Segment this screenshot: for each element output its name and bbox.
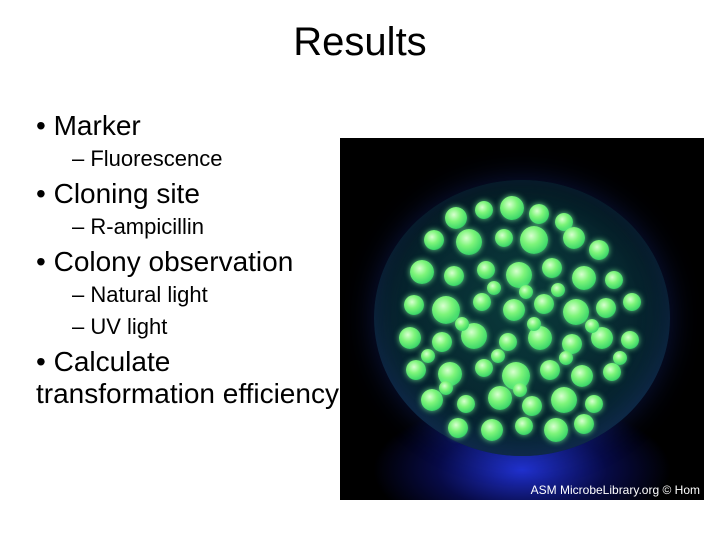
colony xyxy=(404,295,424,315)
colony xyxy=(481,419,503,441)
bullet-item: R-ampicillin xyxy=(72,214,356,240)
colony xyxy=(563,299,589,325)
colony xyxy=(457,395,475,413)
colony xyxy=(613,351,627,365)
bullet-text: Fluorescence xyxy=(90,146,222,171)
colony xyxy=(544,418,568,442)
colony xyxy=(574,414,594,434)
colony xyxy=(473,293,491,311)
colony xyxy=(527,317,541,331)
bullet-item: Colony observation xyxy=(36,246,356,278)
colony xyxy=(410,260,434,284)
colony xyxy=(603,363,621,381)
bullet-text: Cloning site xyxy=(54,178,200,209)
petri-dish-photo: ASM MicrobeLibrary.org © Hom xyxy=(340,138,704,500)
colony xyxy=(542,258,562,278)
petri-dish xyxy=(374,180,670,456)
slide-title: Results xyxy=(0,20,720,65)
colony xyxy=(499,333,517,351)
colony xyxy=(475,359,493,377)
colony xyxy=(529,204,549,224)
colony xyxy=(585,395,603,413)
colony xyxy=(519,285,533,299)
colony xyxy=(406,360,426,380)
bullet-item: Calculate transformation efficiency xyxy=(36,346,356,410)
colony xyxy=(623,293,641,311)
colony xyxy=(487,281,501,295)
colony xyxy=(621,331,639,349)
bullet-text: Colony observation xyxy=(54,246,294,277)
colony xyxy=(551,283,565,297)
colony xyxy=(488,386,512,410)
colony xyxy=(432,332,452,352)
bullet-text: Natural light xyxy=(90,282,207,307)
colony xyxy=(605,271,623,289)
colony xyxy=(520,226,548,254)
bullet-item: Marker xyxy=(36,110,356,142)
photo-credit: ASM MicrobeLibrary.org © Hom xyxy=(531,483,700,497)
colony xyxy=(495,229,513,247)
colony xyxy=(456,229,482,255)
colony xyxy=(399,327,421,349)
colony xyxy=(448,418,468,438)
colony xyxy=(491,349,505,363)
colony xyxy=(475,201,493,219)
bullet-item: Natural light xyxy=(72,282,356,308)
colony xyxy=(571,365,593,387)
colony xyxy=(421,349,435,363)
colony xyxy=(559,351,573,365)
colony xyxy=(589,240,609,260)
colony xyxy=(513,383,527,397)
colony xyxy=(540,360,560,380)
colony xyxy=(515,417,533,435)
bullet-text: UV light xyxy=(90,314,167,339)
bullet-text: Calculate transformation efficiency xyxy=(36,346,339,409)
colony xyxy=(503,299,525,321)
colony xyxy=(551,387,577,413)
colony xyxy=(445,207,467,229)
bullet-text: R-ampicillin xyxy=(90,214,204,239)
bullet-item: UV light xyxy=(72,314,356,340)
bullet-text: Marker xyxy=(54,110,141,141)
bullet-list: Marker Fluorescence Cloning site R-ampicill… xyxy=(36,110,356,414)
colony xyxy=(596,298,616,318)
colony xyxy=(572,266,596,290)
colony xyxy=(563,227,585,249)
colony xyxy=(439,381,453,395)
colony xyxy=(522,396,542,416)
colony xyxy=(444,266,464,286)
colony xyxy=(455,317,469,331)
colony xyxy=(585,319,599,333)
bullet-item: Fluorescence xyxy=(72,146,356,172)
colony xyxy=(477,261,495,279)
colony xyxy=(506,262,532,288)
bullet-item: Cloning site xyxy=(36,178,356,210)
colony xyxy=(424,230,444,250)
colony xyxy=(534,294,554,314)
colony xyxy=(500,196,524,220)
